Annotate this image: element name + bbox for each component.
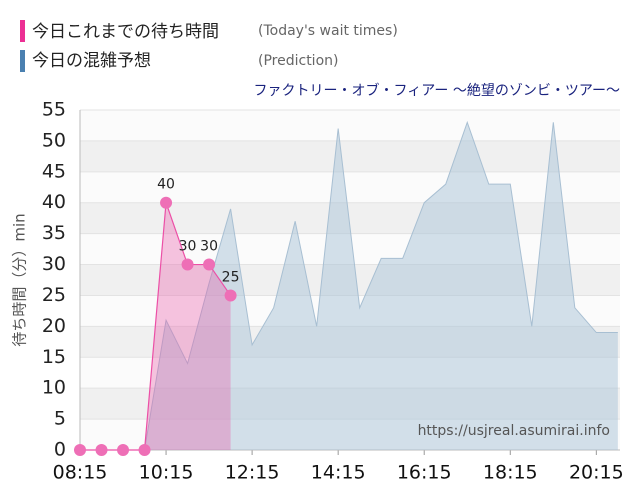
- watermark: https://usjreal.asumirai.info: [418, 423, 610, 439]
- data-point: [117, 444, 130, 456]
- data-point: [74, 444, 86, 456]
- x-tick-label: 08:15: [53, 462, 108, 484]
- y-tick-label: 35: [42, 222, 66, 244]
- data-label: 30: [179, 239, 197, 255]
- y-tick-label: 25: [42, 284, 66, 306]
- x-tick-label: 18:15: [483, 462, 538, 484]
- data-point: [160, 196, 173, 209]
- y-tick-label: 10: [42, 377, 66, 399]
- chart-subtitle: ファクトリー・オブ・フィアー ～絶望のゾンビ・ツアー～: [254, 82, 621, 99]
- y-tick-label: 40: [42, 191, 66, 213]
- x-tick-label: 10:15: [139, 462, 194, 484]
- x-tick-label: 14:15: [311, 462, 366, 484]
- series-area: [80, 122, 618, 450]
- data-point: [138, 444, 151, 456]
- data-point: [95, 444, 108, 456]
- legend-label: 今日これまでの待ち時間: [32, 22, 219, 42]
- y-tick-label: 55: [42, 99, 66, 121]
- data-point: [224, 289, 237, 302]
- series-line: [80, 120, 618, 451]
- y-axis-label: 待ち時間（分）min: [11, 213, 29, 346]
- data-point: [181, 258, 194, 271]
- legend-label-en: (Prediction): [258, 53, 338, 69]
- x-tick-label: 16:15: [397, 462, 452, 484]
- legend-label-en: (Today's wait times): [258, 23, 398, 39]
- y-tick-label: 5: [54, 408, 66, 430]
- data-label: 40: [157, 177, 175, 193]
- x-tick-label: 20:15: [569, 462, 624, 484]
- legend-swatch: [20, 20, 25, 42]
- legend-label: 今日の混雑予想: [32, 51, 151, 71]
- data-point: [203, 258, 216, 271]
- y-tick-label: 30: [42, 253, 66, 275]
- data-label: 30: [200, 239, 218, 255]
- band: [80, 140, 620, 172]
- y-tick-label: 0: [54, 439, 66, 461]
- data-label: 25: [222, 269, 240, 285]
- y-tick-label: 20: [42, 315, 66, 337]
- legend-swatch: [20, 50, 25, 72]
- y-tick-label: 45: [42, 160, 66, 182]
- y-tick-label: 15: [42, 346, 66, 368]
- x-tick-label: 12:15: [225, 462, 280, 484]
- y-tick-label: 50: [42, 129, 66, 151]
